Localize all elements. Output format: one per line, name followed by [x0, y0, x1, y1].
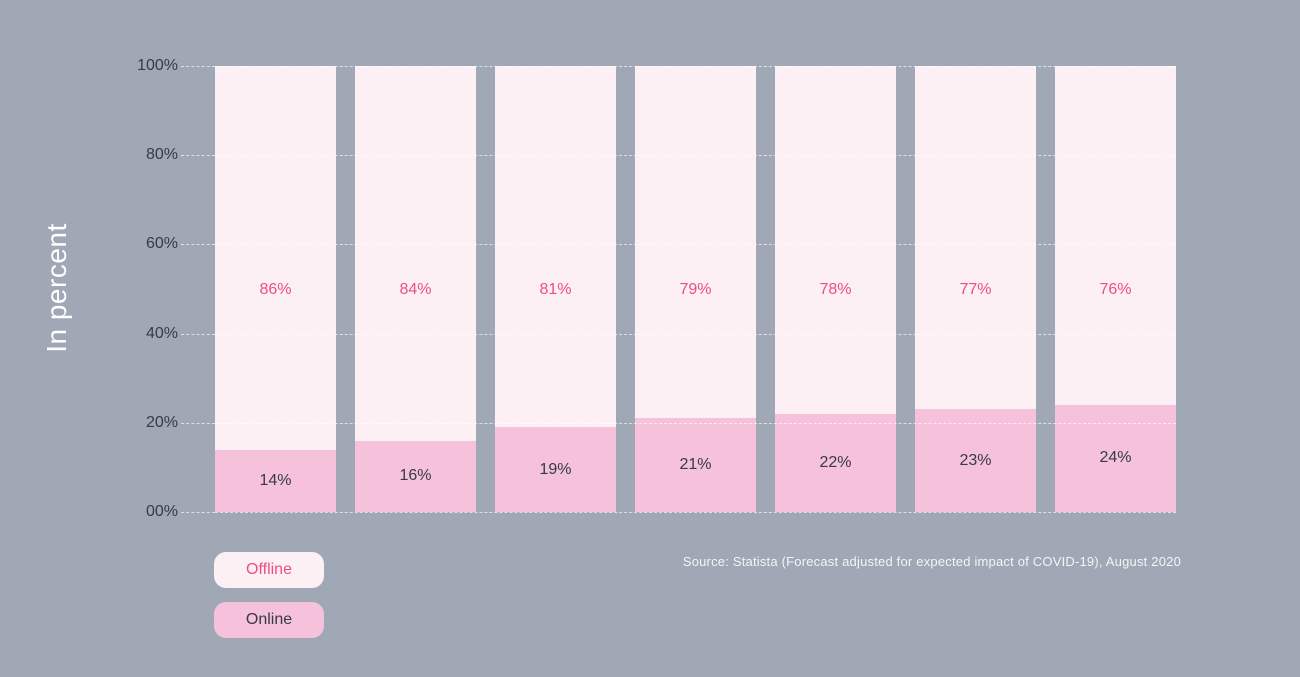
legend: Offline Online: [214, 552, 324, 638]
bar-1: 14% 86%: [215, 66, 336, 512]
online-segment: 24%: [1055, 404, 1176, 512]
y-tick-label-0: 00%: [145, 503, 178, 520]
online-segment: 23%: [915, 409, 1036, 512]
y-axis-title: In percent: [41, 223, 72, 353]
bar-3: 19% 81%: [495, 66, 616, 512]
online-value-label: 24%: [1099, 449, 1132, 467]
bars-container: 14% 86% 16% 84% 19% 81% 21% 79% 22% 78% 23% 77% 24% 7…: [215, 66, 1176, 512]
bar-4: 21% 79%: [635, 66, 756, 512]
online-value-label: 14%: [259, 471, 292, 489]
legend-label-offline: Offline: [246, 561, 292, 578]
online-segment: 16%: [355, 440, 476, 512]
offline-value-label: 81%: [539, 281, 572, 298]
online-segment: 22%: [775, 413, 896, 512]
online-segment: 21%: [635, 418, 756, 512]
offline-value-label: 77%: [959, 281, 992, 298]
offline-segment: [635, 66, 756, 419]
y-tick-label-100: 100%: [137, 57, 178, 74]
online-segment: 19%: [495, 427, 616, 512]
online-value-label: 23%: [959, 451, 992, 469]
offline-segment: [215, 66, 336, 450]
online-value-label: 16%: [399, 467, 432, 485]
bar-6: 23% 77%: [915, 66, 1036, 512]
online-value-label: 22%: [819, 453, 852, 471]
online-value-label: 21%: [679, 456, 712, 474]
legend-item-online: Online: [214, 602, 324, 638]
offline-value-label: 79%: [679, 281, 712, 298]
offline-value-label: 78%: [819, 281, 852, 298]
online-value-label: 19%: [539, 460, 572, 478]
offline-value-label: 86%: [259, 281, 292, 298]
y-tick-label-40: 40%: [145, 324, 178, 342]
plot-area: 14% 86% 16% 84% 19% 81% 21% 79% 22% 78% 23% 77% 24% 7…: [137, 57, 1176, 520]
bar-7: 24% 76%: [1055, 66, 1176, 512]
legend-label-online: Online: [245, 611, 293, 628]
offline-value-label: 76%: [1099, 281, 1132, 298]
bar-5: 22% 78%: [775, 66, 896, 512]
source-note: Source: Statista (Forecast adjusted for …: [682, 554, 1181, 569]
offline-segment: [355, 66, 476, 441]
gridline-0: 00%: [146, 503, 1176, 520]
offline-segment: [1055, 66, 1176, 405]
y-tick-label-20: 20%: [145, 413, 178, 431]
offline-segment: [495, 66, 616, 428]
legend-item-offline: Offline: [214, 552, 324, 588]
online-segment: 14%: [215, 449, 336, 512]
offline-segment: [775, 66, 896, 414]
offline-segment: [915, 66, 1036, 410]
y-tick-label-60: 60%: [145, 235, 178, 253]
bar-2: 16% 84%: [355, 66, 476, 512]
y-tick-label-80: 80%: [145, 146, 178, 164]
offline-value-label: 84%: [399, 281, 432, 298]
